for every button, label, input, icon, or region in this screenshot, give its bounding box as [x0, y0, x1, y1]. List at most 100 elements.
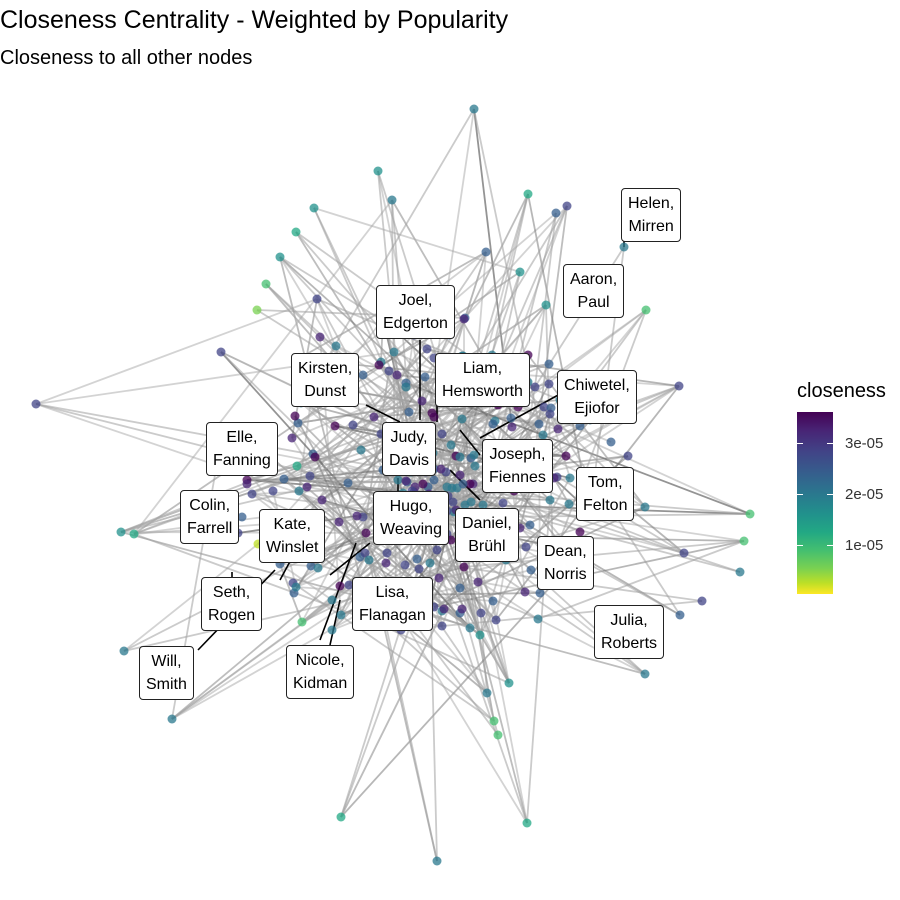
network-node: [623, 451, 633, 461]
network-node: [401, 382, 411, 392]
network-node: [522, 818, 532, 828]
legend-title: closeness: [797, 380, 886, 402]
network-node: [455, 583, 465, 593]
network-node: [216, 347, 226, 357]
network-node: [448, 497, 458, 507]
network-node: [465, 479, 475, 489]
network-edge: [340, 608, 445, 818]
network-node: [439, 604, 449, 614]
legend-label-2e-05: 2e-05: [845, 486, 884, 503]
network-edge: [373, 621, 510, 684]
network-node: [523, 189, 533, 199]
network-node: [446, 440, 456, 450]
network-node: [287, 433, 297, 443]
network-edge: [296, 425, 336, 467]
network-edge: [296, 376, 426, 467]
network-node: [330, 421, 340, 431]
network-node: [291, 582, 301, 592]
network-node: [469, 450, 479, 460]
network-node: [425, 558, 435, 568]
network-node: [344, 580, 354, 590]
network-node: [535, 588, 545, 598]
network-node: [565, 473, 575, 483]
network-node: [404, 407, 414, 417]
network-node: [310, 452, 320, 462]
network-node: [545, 409, 555, 419]
network-node: [735, 567, 745, 577]
network-node: [261, 279, 271, 289]
network-node: [384, 366, 394, 376]
node-label-will-smith: Will, Smith: [139, 646, 194, 700]
network-node: [437, 429, 447, 439]
network-node: [348, 420, 358, 430]
network-node: [293, 418, 303, 428]
network-node: [515, 267, 525, 277]
network-node: [291, 227, 301, 237]
network-node: [294, 486, 304, 496]
network-edge: [537, 540, 745, 620]
network-edge: [411, 490, 528, 824]
network-node: [498, 498, 508, 508]
node-label-nicole-kidman: Nicole, Kidman: [286, 645, 355, 699]
network-node: [275, 252, 285, 262]
network-edge: [120, 469, 384, 533]
network-node: [530, 382, 540, 392]
network-node: [361, 528, 371, 538]
node-label-seth-rogen: Seth, Rogen: [201, 577, 263, 631]
chart-subtitle: Closeness to all other nodes: [0, 47, 253, 69]
node-label-chiwetel-ejiofor: Chiwetel, Ejiofor: [557, 370, 637, 424]
network-node: [551, 208, 561, 218]
network-node: [539, 402, 549, 412]
network-node: [507, 422, 517, 432]
network-node: [334, 517, 344, 527]
network-node: [336, 812, 346, 822]
network-node: [434, 573, 444, 583]
network-node: [312, 294, 322, 304]
network-node: [506, 413, 516, 423]
network-node: [640, 669, 650, 679]
network-node: [525, 520, 535, 530]
network-edge: [379, 535, 488, 694]
network-edge: [35, 298, 318, 405]
legend-tick-mark: [827, 443, 833, 444]
network-edge: [446, 510, 528, 824]
network-node: [331, 341, 341, 351]
legend-tick-mark: [827, 494, 833, 495]
network-edge: [123, 543, 259, 652]
network-node: [470, 461, 480, 471]
network-edge: [410, 193, 529, 429]
network-node: [279, 474, 289, 484]
network-node: [544, 359, 554, 369]
network-node: [290, 411, 300, 421]
network-node: [520, 587, 530, 597]
network-node: [526, 565, 536, 575]
network-node: [493, 730, 503, 740]
network-edge: [472, 483, 741, 573]
node-label-julia-roberts: Julia, Roberts: [594, 605, 665, 659]
network-node: [292, 461, 302, 471]
network-node: [465, 623, 475, 633]
network-node: [305, 471, 315, 481]
network-node: [697, 596, 707, 606]
network-node: [119, 646, 129, 656]
network-node: [457, 604, 467, 614]
node-label-helen-mirren: Helen, Mirren: [621, 188, 682, 242]
node-label-judy-davis: Judy, Davis: [382, 422, 437, 476]
node-label-joseph-fiennes: Joseph, Fiennes: [482, 439, 553, 493]
node-label-joel-edgerton: Joel, Edgerton: [376, 285, 455, 339]
node-label-kirsten-dunst: Kirsten, Dunst: [291, 353, 360, 407]
network-node: [455, 452, 465, 462]
network-node: [739, 536, 749, 546]
network-node: [544, 379, 554, 389]
network-node: [356, 445, 366, 455]
network-node: [247, 489, 257, 499]
node-label-hugo-weaving: Hugo, Weaving: [373, 491, 449, 545]
legend-colorbar: [797, 412, 833, 594]
label-leader-line: [479, 393, 561, 439]
network-edge: [378, 212, 557, 366]
network-node: [417, 396, 427, 406]
network-node: [336, 610, 346, 620]
network-edge: [436, 549, 510, 684]
network-node: [504, 678, 514, 688]
legend-label-3e-05: 3e-05: [845, 435, 884, 452]
